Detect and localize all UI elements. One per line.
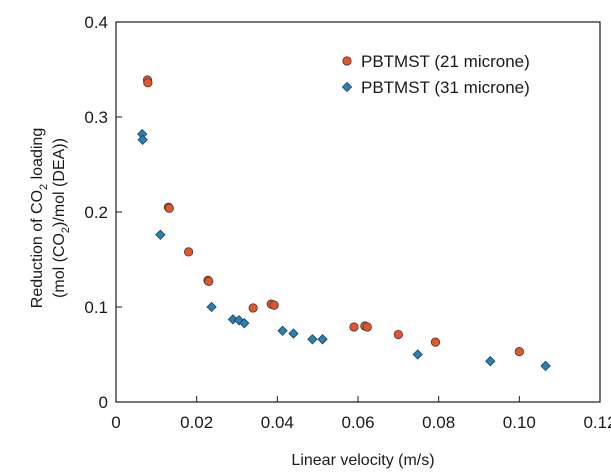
data-point-21-microne xyxy=(514,347,524,357)
legend: PBTMST (21 microne) PBTMST (31 microne) xyxy=(341,52,530,97)
y-title-line1-text: Reduction of CO xyxy=(29,190,46,308)
y-tick-label: 0.4 xyxy=(84,13,108,32)
data-point-31-microne xyxy=(485,355,496,367)
y-title-line2-subscript: 2 xyxy=(60,227,72,233)
legend-marker-21-microne xyxy=(342,56,352,66)
data-point-31-microne xyxy=(307,334,318,345)
y-title-line2-text: (mol (CO xyxy=(51,233,68,298)
data-point-31-microne xyxy=(206,301,217,313)
data-point-21-microne xyxy=(393,329,403,340)
data-point-31-microne xyxy=(317,334,328,345)
y-title-line1-subscript: 2 xyxy=(38,184,50,190)
data-point-21-microne xyxy=(184,247,194,257)
legend-marker-31-microne xyxy=(341,81,353,93)
data-point-31-microne xyxy=(239,317,250,329)
x-axis-title: Linear velocity (m/s) xyxy=(291,452,434,469)
data-point-31-microne xyxy=(227,314,239,325)
y-tick-label: 0.2 xyxy=(84,203,108,222)
data-point-31-microne xyxy=(277,325,288,336)
axis-ticks: 0 0.02 0.04 0.06 0.08 0.10 0.12 0 0.1 0.2 0.3 0.4 xyxy=(84,13,611,432)
data-point-31-microne xyxy=(233,315,245,326)
x-tick-label: 0.08 xyxy=(422,413,455,432)
y-title-line2-suffix: )/mol (DEA)) xyxy=(51,138,68,227)
svg-text:Reduction of CO2 loading: Reduction of CO2 loading xyxy=(29,128,50,308)
svg-text:(mol (CO2)/mol (DEA)): (mol (CO2)/mol (DEA)) xyxy=(51,138,72,298)
data-point-31-microne xyxy=(137,134,148,145)
data-point-21-microne xyxy=(430,337,441,347)
y-tick-label: 0.1 xyxy=(84,298,108,317)
x-tick-label: 0 xyxy=(111,413,120,432)
x-tick-label: 0.02 xyxy=(180,413,213,432)
y-tick-label: 0.3 xyxy=(84,108,108,127)
data-point-21-microne xyxy=(143,78,153,88)
x-tick-label: 0.06 xyxy=(341,413,374,432)
y-tick-label: 0 xyxy=(99,393,108,412)
x-tick-label: 0.10 xyxy=(503,413,536,432)
data-point-31-microne xyxy=(155,229,166,240)
data-point-21-microne xyxy=(269,300,279,310)
data-point-21-microne xyxy=(164,203,174,213)
data-points xyxy=(137,75,551,372)
data-point-21-microne xyxy=(349,322,359,332)
x-tick-label: 0.04 xyxy=(261,413,294,432)
data-point-31-microne xyxy=(540,360,551,372)
data-point-21-microne xyxy=(204,276,214,286)
legend-label: PBTMST (21 microne) xyxy=(361,52,530,71)
y-title-line1-suffix: loading xyxy=(29,128,46,184)
x-tick-label: 0.12 xyxy=(583,413,611,432)
data-point-21-microne xyxy=(248,303,258,313)
data-point-31-microne xyxy=(288,328,299,339)
data-point-21-microne xyxy=(362,322,372,332)
y-axis-title: Reduction of CO2 loading (mol (CO2)/mol … xyxy=(29,128,72,308)
legend-label: PBTMST (31 microne) xyxy=(361,78,530,97)
data-point-31-microne xyxy=(412,349,423,360)
